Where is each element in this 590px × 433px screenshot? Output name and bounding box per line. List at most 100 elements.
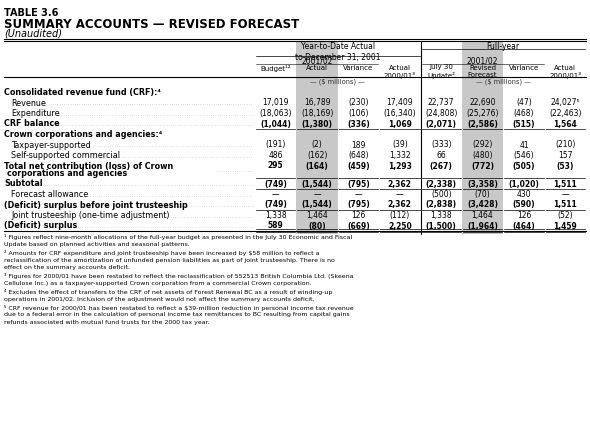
Text: SUMMARY ACCOUNTS — REVISED FORECAST: SUMMARY ACCOUNTS — REVISED FORECAST xyxy=(4,18,299,31)
Text: Budget¹²: Budget¹² xyxy=(260,65,291,71)
Bar xyxy=(296,41,337,234)
Text: (464): (464) xyxy=(513,222,535,230)
Text: (468): (468) xyxy=(514,109,534,118)
Text: ¹ Figures reflect nine-month allocations of the full-year budget as presented in: ¹ Figures reflect nine-month allocations… xyxy=(4,235,352,240)
Text: (1,544): (1,544) xyxy=(301,180,332,188)
Text: 1,332: 1,332 xyxy=(389,151,411,160)
Text: Variance: Variance xyxy=(509,65,539,71)
Text: 157: 157 xyxy=(558,151,572,160)
Text: operations in 2001/02. Inclusion of the adjustment would not affect the summary : operations in 2001/02. Inclusion of the … xyxy=(4,297,314,302)
Text: (39): (39) xyxy=(392,140,408,149)
Text: effect on the summary accounts deficit.: effect on the summary accounts deficit. xyxy=(4,265,130,270)
Text: (292): (292) xyxy=(473,140,493,149)
Text: (1,964): (1,964) xyxy=(467,222,498,230)
Text: (22,463): (22,463) xyxy=(549,109,582,118)
Text: Update based on planned activities and seasonal patterns.: Update based on planned activities and s… xyxy=(4,242,190,247)
Text: (1,020): (1,020) xyxy=(509,180,539,188)
Text: (162): (162) xyxy=(307,151,327,160)
Text: 22,690: 22,690 xyxy=(469,98,496,107)
Text: (25,276): (25,276) xyxy=(466,109,499,118)
Text: (1,380): (1,380) xyxy=(301,120,333,129)
Text: ² Amounts for CRF expenditure and joint trusteeship have been increased by $58 m: ² Amounts for CRF expenditure and joint … xyxy=(4,250,320,256)
Text: July 30
Update²: July 30 Update² xyxy=(427,65,455,79)
Text: —: — xyxy=(313,190,321,199)
Text: (480): (480) xyxy=(473,151,493,160)
Text: (505): (505) xyxy=(513,162,535,171)
Text: (1,544): (1,544) xyxy=(301,200,332,210)
Text: 486: 486 xyxy=(268,151,283,160)
Text: 295: 295 xyxy=(268,162,284,171)
Text: (164): (164) xyxy=(306,162,329,171)
Text: (590): (590) xyxy=(513,200,535,210)
Text: Actual
2000/01³: Actual 2000/01³ xyxy=(384,65,416,79)
Text: 126: 126 xyxy=(517,211,531,220)
Text: 17,409: 17,409 xyxy=(386,98,413,107)
Text: 1,069: 1,069 xyxy=(388,120,412,129)
Text: (2,838): (2,838) xyxy=(425,200,457,210)
Text: Year-to-Date Actual
to December 31, 2001: Year-to-Date Actual to December 31, 2001 xyxy=(295,42,381,62)
Text: 1,338: 1,338 xyxy=(430,211,452,220)
Text: (3,358): (3,358) xyxy=(467,180,498,188)
Text: 2,362: 2,362 xyxy=(388,200,412,210)
Text: 1,511: 1,511 xyxy=(553,180,577,188)
Text: Taxpayer-supported: Taxpayer-supported xyxy=(11,140,91,149)
Text: 24,027⁵: 24,027⁵ xyxy=(550,98,580,107)
Text: Actual
2000/01³: Actual 2000/01³ xyxy=(549,65,581,79)
Text: Crown corporations and agencies:⁴: Crown corporations and agencies:⁴ xyxy=(4,130,162,139)
Text: refunds associated with mutual fund trusts for the 2000 tax year.: refunds associated with mutual fund trus… xyxy=(4,320,209,325)
Text: (333): (333) xyxy=(431,140,451,149)
Text: —: — xyxy=(355,190,362,199)
Text: (1,500): (1,500) xyxy=(426,222,457,230)
Text: 430: 430 xyxy=(517,190,531,199)
Text: Subtotal: Subtotal xyxy=(4,180,42,188)
Text: 17,019: 17,019 xyxy=(263,98,289,107)
Text: — ($ millions) —: — ($ millions) — xyxy=(310,78,365,85)
Text: (546): (546) xyxy=(514,151,535,160)
Text: (80): (80) xyxy=(308,222,326,230)
Text: ⁴ Excludes the effect of transfers to the CRF of net assets of Forest Renewal BC: ⁴ Excludes the effect of transfers to th… xyxy=(4,289,332,295)
Text: (16,340): (16,340) xyxy=(384,109,416,118)
Text: (24,808): (24,808) xyxy=(425,109,457,118)
Text: — ($ millions) —: — ($ millions) — xyxy=(476,78,530,85)
Text: 1,464: 1,464 xyxy=(471,211,493,220)
Text: (336): (336) xyxy=(347,120,370,129)
Text: 2,250: 2,250 xyxy=(388,222,412,230)
Text: 2001/02: 2001/02 xyxy=(301,56,333,65)
Text: (230): (230) xyxy=(348,98,369,107)
Text: 126: 126 xyxy=(351,211,366,220)
Text: 22,737: 22,737 xyxy=(428,98,454,107)
Text: (3,428): (3,428) xyxy=(467,200,498,210)
Text: Revenue: Revenue xyxy=(11,98,46,107)
Text: corporations and agencies: corporations and agencies xyxy=(7,169,127,178)
Text: Cellulose Inc.) as a taxpayer-supported Crown corporation from a commercial Crow: Cellulose Inc.) as a taxpayer-supported … xyxy=(4,281,312,286)
Text: due to a federal error in the calculation of personal income tax remittances to : due to a federal error in the calculatio… xyxy=(4,313,350,317)
Text: Actual: Actual xyxy=(306,65,328,71)
Text: (2,338): (2,338) xyxy=(426,180,457,188)
Text: 2001/02: 2001/02 xyxy=(467,56,499,65)
Text: TABLE 3.6: TABLE 3.6 xyxy=(4,8,58,18)
Text: 1,459: 1,459 xyxy=(553,222,577,230)
Text: Consolidated revenue fund (CRF):⁴: Consolidated revenue fund (CRF):⁴ xyxy=(4,88,161,97)
Text: (18,169): (18,169) xyxy=(301,109,333,118)
Text: CRF balance: CRF balance xyxy=(4,120,60,129)
Text: (210): (210) xyxy=(555,140,575,149)
Text: 1,564: 1,564 xyxy=(553,120,577,129)
Text: (112): (112) xyxy=(389,211,410,220)
Text: (52): (52) xyxy=(558,211,573,220)
Text: Self-supported commercial: Self-supported commercial xyxy=(11,151,120,160)
Text: (2,071): (2,071) xyxy=(426,120,457,129)
Text: (Unaudited): (Unaudited) xyxy=(4,29,62,39)
Text: (2): (2) xyxy=(312,140,323,149)
Text: (53): (53) xyxy=(556,162,574,171)
Text: (795): (795) xyxy=(347,180,370,188)
Text: ⁵ CRF revenue for 2000/01 has been restated to reflect a $39-million reduction i: ⁵ CRF revenue for 2000/01 has been resta… xyxy=(4,305,353,311)
Text: (70): (70) xyxy=(475,190,490,199)
Text: Expenditure: Expenditure xyxy=(11,109,60,118)
Text: —: — xyxy=(396,190,404,199)
Text: Variance: Variance xyxy=(343,65,373,71)
Text: (459): (459) xyxy=(347,162,370,171)
Text: (669): (669) xyxy=(347,222,370,230)
Text: Joint trusteeship (one-time adjustment): Joint trusteeship (one-time adjustment) xyxy=(11,211,169,220)
Text: 1,464: 1,464 xyxy=(306,211,328,220)
Text: (795): (795) xyxy=(347,200,370,210)
